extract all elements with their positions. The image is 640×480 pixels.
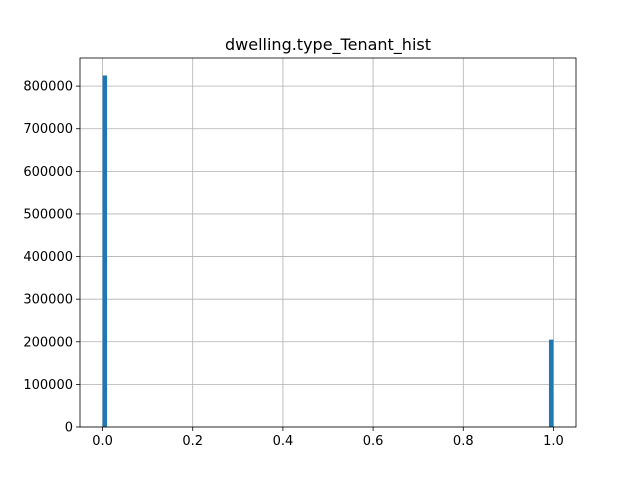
grid-layer [80,58,576,428]
x-tick-label: 0.2 [182,434,203,449]
y-tick-label: 400000 [23,250,73,265]
plot-frame [79,57,577,428]
histogram-bar [102,75,108,428]
y-tick-label: 300000 [23,293,73,308]
x-tick-label: 1.0 [543,434,564,449]
axis-layer: 0.0 0.2 0.4 0.6 0.8 1.0 0 100000 200000 300000 400… [23,57,577,449]
y-tick-label: 100000 [23,378,73,393]
bar-layer [102,75,554,428]
y-tick-label: 200000 [23,335,73,350]
x-tick-label: 0.4 [273,434,294,449]
x-tick-label: 0.0 [92,434,113,449]
x-tick-label: 0.6 [363,434,384,449]
chart-title: dwelling.type_Tenant_hist [225,35,431,55]
x-tick-label: 0.8 [453,434,474,449]
y-tick-label: 600000 [23,165,73,180]
y-tick-label: 800000 [23,80,73,95]
y-tick-label: 500000 [23,207,73,222]
histogram-bar [548,339,554,427]
y-tick-label: 700000 [23,122,73,137]
y-tick-label: 0 [65,421,73,436]
